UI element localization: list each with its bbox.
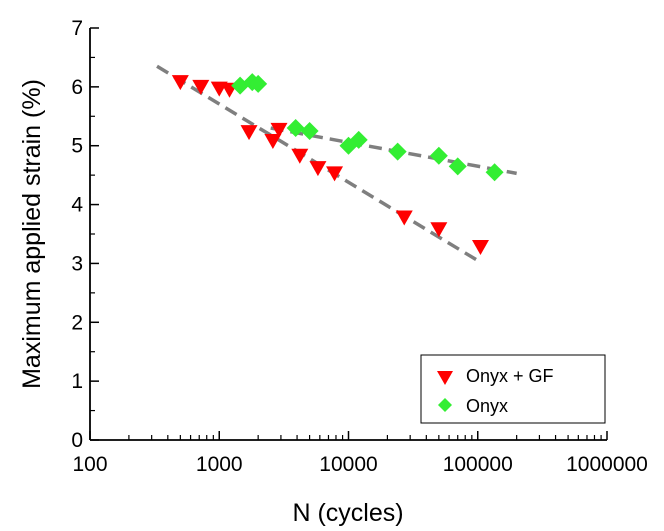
onyx-data-point (249, 74, 268, 93)
y-tick-label: 2 (71, 311, 83, 334)
legend-marker-onyx (438, 398, 452, 412)
onyx-gf-data-point (192, 79, 210, 95)
y-tick-label: 3 (71, 252, 83, 275)
onyx-gf-data-point (270, 122, 288, 138)
legend-marker-onyx-gf (437, 371, 453, 385)
x-axis-ticks: 100 1000 10000 100000 1000000 (72, 431, 648, 476)
x-axis-label: N (cycles) (292, 499, 403, 527)
onyx-data-point (349, 130, 368, 149)
y-axis-label: Maximum applied strain (%) (18, 79, 46, 389)
onyx-gf-data-point (264, 134, 282, 150)
onyx-gf-data-point (240, 125, 258, 141)
onyx-gf-data-point (291, 148, 309, 164)
onyx-data-point (429, 146, 448, 165)
legend: Onyx + GF Onyx (420, 354, 606, 424)
x-tick-label: 100000 (443, 453, 513, 476)
onyx-data-point (448, 157, 467, 176)
y-tick-label: 5 (71, 135, 83, 158)
data-markers (171, 73, 504, 255)
x-tick-label: 1000000 (566, 453, 648, 476)
onyx-gf-data-point (309, 161, 327, 177)
onyx-data-point (300, 122, 319, 140)
y-tick-label: 0 (71, 429, 83, 452)
legend-label-onyx-gf: Onyx + GF (466, 366, 554, 386)
x-tick-label: 10000 (319, 453, 377, 476)
onyx-data-point (485, 163, 504, 182)
y-tick-label: 6 (71, 76, 83, 99)
y-tick-label: 7 (71, 17, 83, 40)
legend-box (420, 354, 606, 424)
onyx-gf-data-point (430, 222, 448, 238)
x-tick-label: 1000 (196, 453, 243, 476)
y-axis-ticks: 0 1 2 3 4 5 6 7 (71, 17, 99, 452)
onyx-gf-data-point (395, 210, 413, 226)
onyx-gf-data-point (471, 239, 489, 255)
onyx-gf-data-point (326, 166, 344, 182)
onyx-data-point (388, 142, 407, 161)
legend-label-onyx: Onyx (466, 396, 508, 416)
y-tick-label: 1 (71, 370, 83, 393)
x-tick-label: 100 (72, 453, 107, 476)
onyx-gf-data-point (171, 75, 189, 91)
onyx-data-point (286, 119, 305, 138)
y-tick-label: 4 (71, 194, 83, 217)
